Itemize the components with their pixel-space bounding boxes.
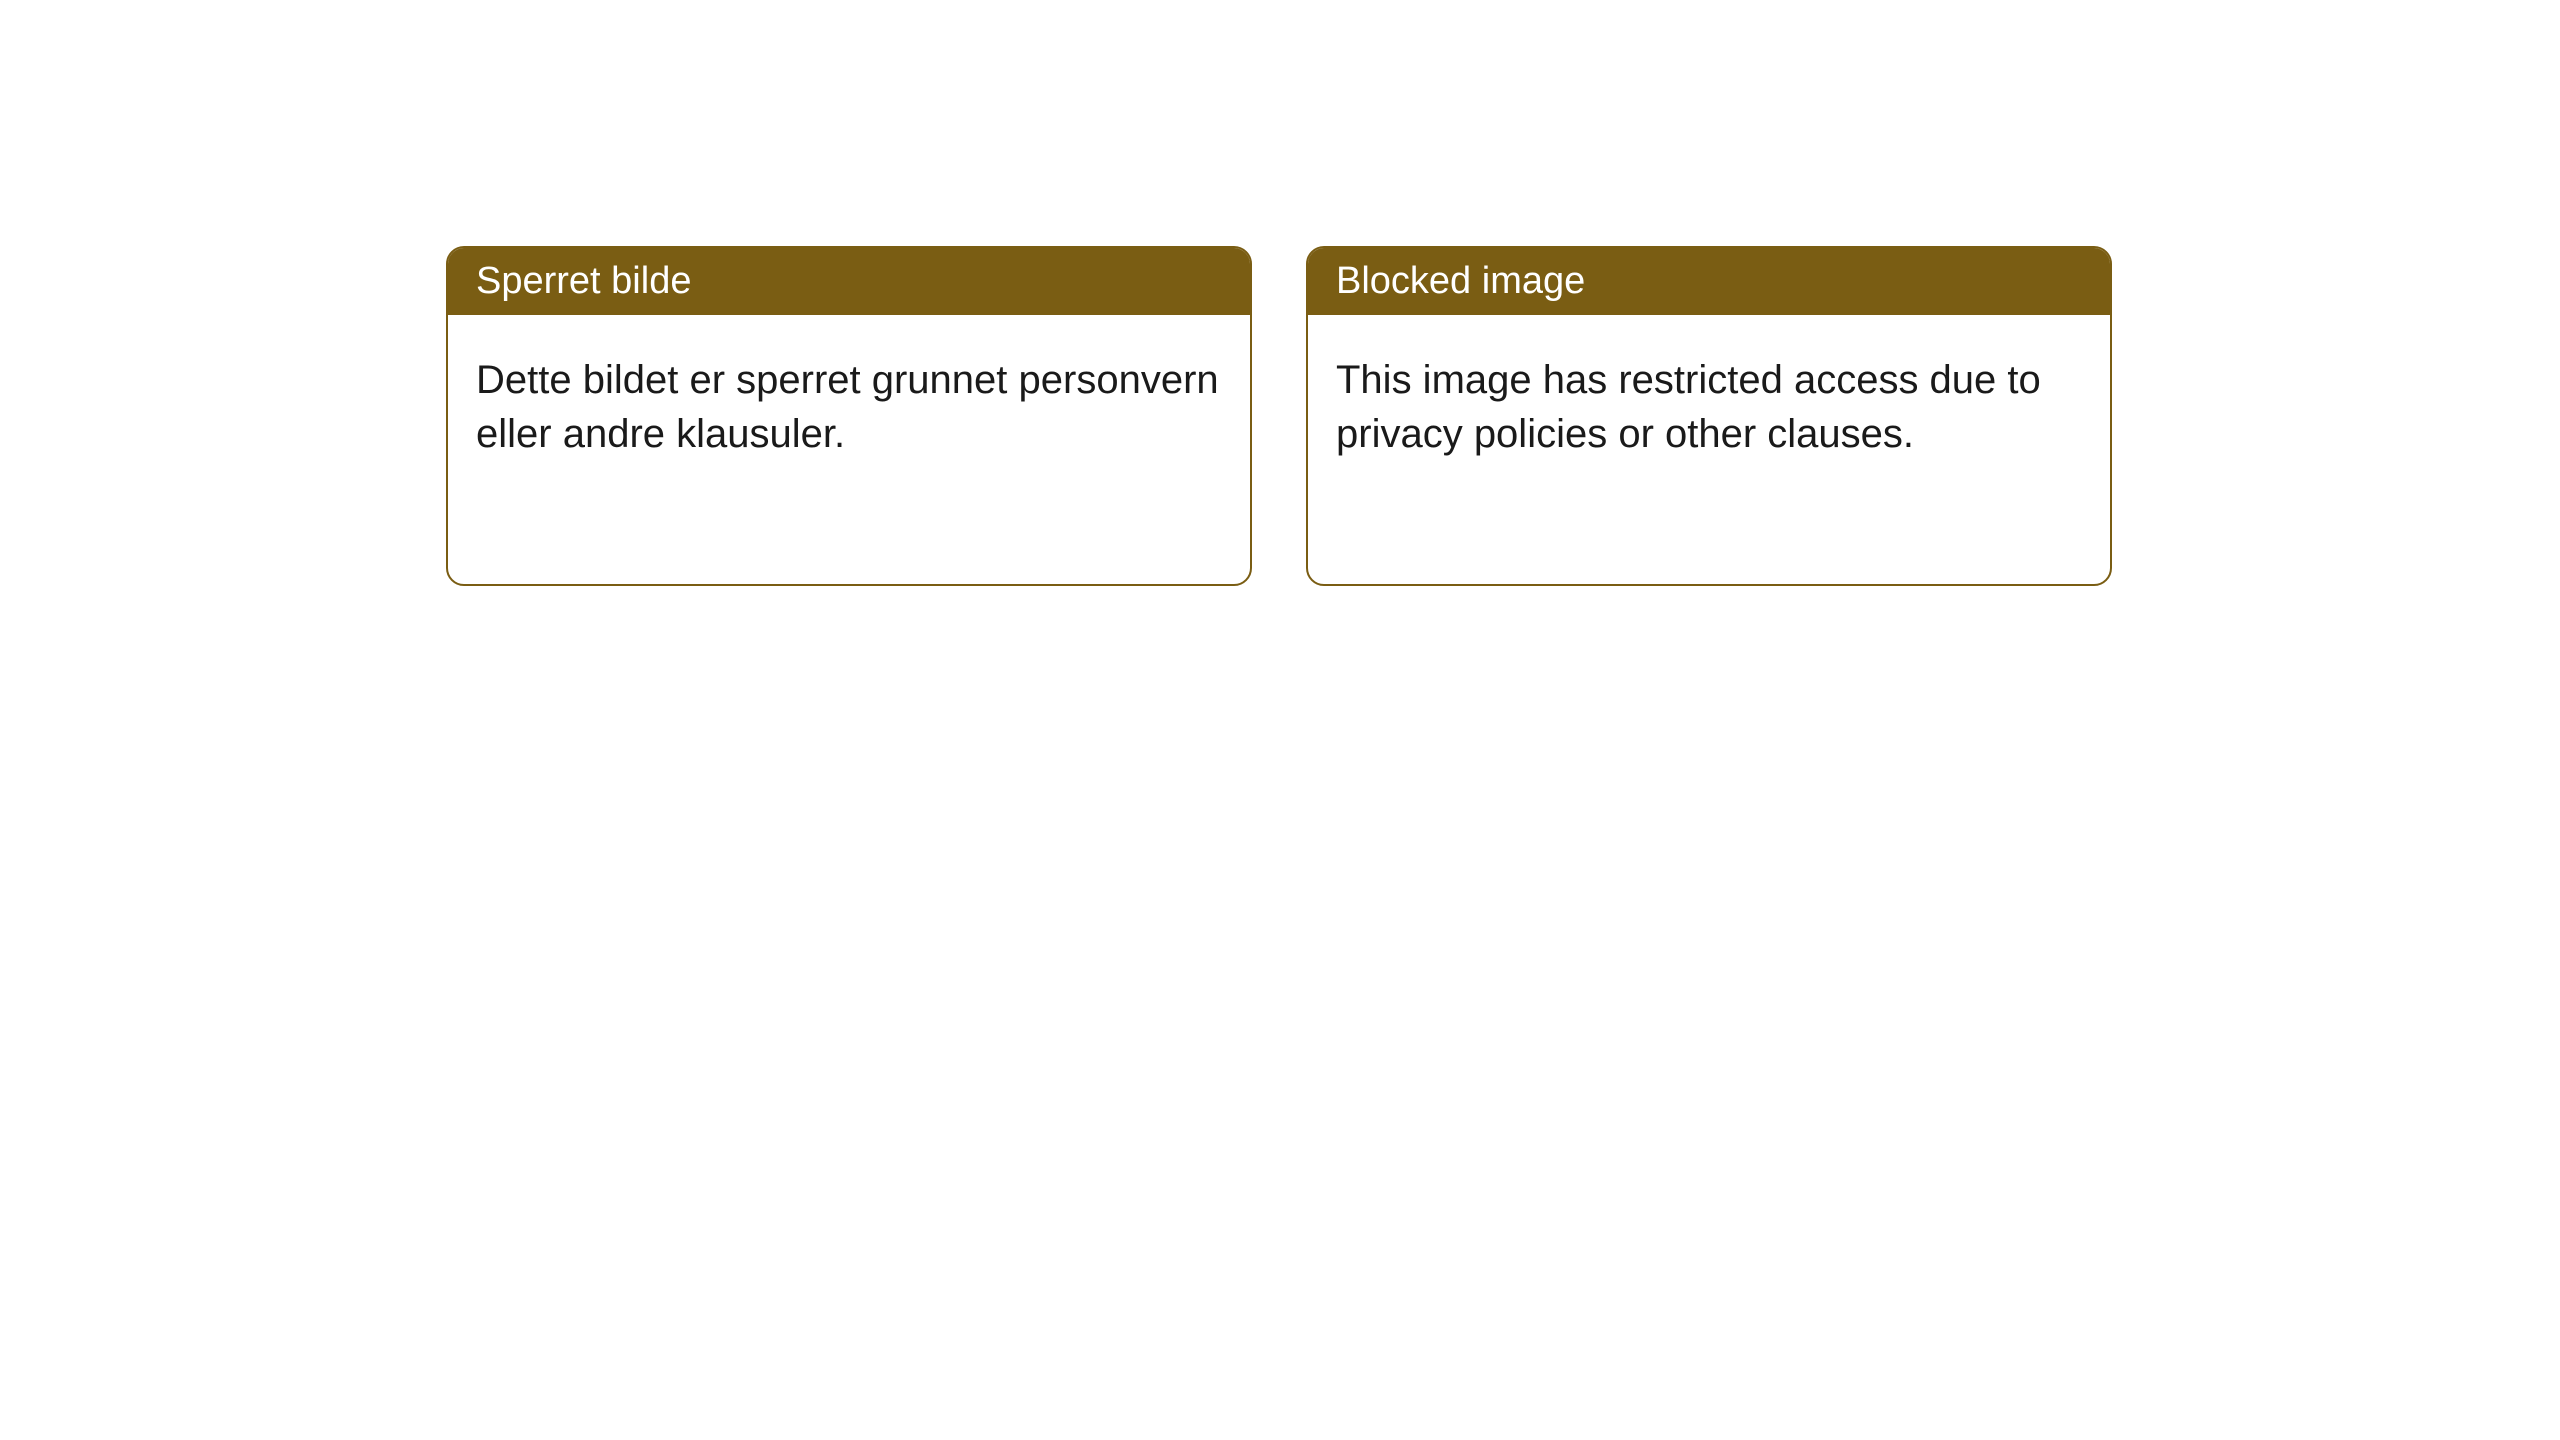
card-body-text-norwegian: Dette bildet er sperret grunnet personve…: [476, 358, 1219, 456]
card-body-english: This image has restricted access due to …: [1308, 315, 2110, 499]
card-body-text-english: This image has restricted access due to …: [1336, 358, 2041, 456]
card-title-english: Blocked image: [1336, 260, 1585, 302]
card-title-norwegian: Sperret bilde: [476, 260, 691, 302]
card-body-norwegian: Dette bildet er sperret grunnet personve…: [448, 315, 1250, 499]
notice-container: Sperret bilde Dette bildet er sperret gr…: [446, 246, 2112, 586]
card-header-norwegian: Sperret bilde: [448, 248, 1250, 315]
card-norwegian: Sperret bilde Dette bildet er sperret gr…: [446, 246, 1252, 586]
card-english: Blocked image This image has restricted …: [1306, 246, 2112, 586]
card-header-english: Blocked image: [1308, 248, 2110, 315]
